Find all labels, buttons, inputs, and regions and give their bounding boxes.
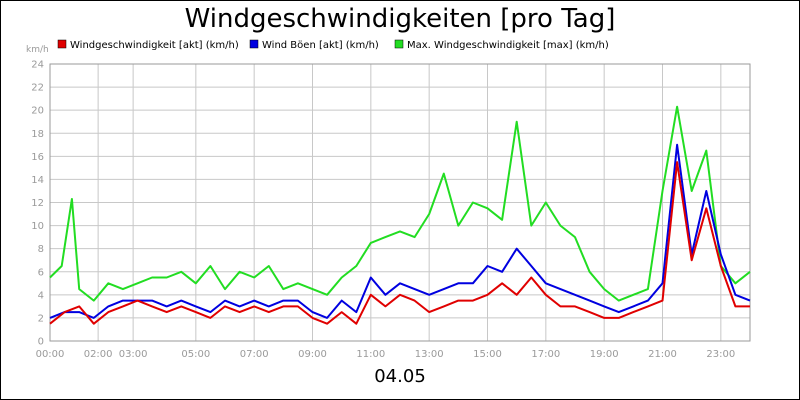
y-axis-unit: km/h (26, 45, 49, 55)
x-tick-label: 17:00 (531, 349, 560, 360)
plot-area-border (49, 63, 751, 342)
series-line-1 (49, 143, 751, 319)
legend-label: Wind Böen [akt] (km/h) (262, 40, 379, 51)
x-tick-label: 07:00 (240, 349, 269, 360)
date-label: 04.05 (374, 366, 426, 387)
y-tick-label: 22 (31, 83, 44, 94)
x-tick-label: 23:00 (706, 349, 735, 360)
legend-swatch (249, 39, 259, 49)
legend-swatch (394, 39, 404, 49)
y-tick-label: 20 (31, 106, 44, 117)
x-tick-label: 19:00 (590, 349, 619, 360)
legend-label: Max. Windgeschwindigkeit [max] (km/h) (407, 40, 609, 51)
x-tick-label: 13:00 (415, 349, 444, 360)
x-tick-label: 02:00 (84, 349, 113, 360)
x-tick-label: 09:00 (298, 349, 327, 360)
y-tick-label: 16 (31, 152, 44, 163)
y-tick-label: 6 (38, 267, 44, 278)
y-tick-label: 2 (38, 313, 44, 324)
y-tick-label: 4 (38, 290, 44, 301)
chart-title: Windgeschwindigkeiten [pro Tag] (184, 4, 616, 34)
y-tick-label: 8 (38, 244, 44, 255)
series-line-0 (49, 161, 750, 325)
y-tick-label: 14 (31, 175, 44, 186)
y-tick-label: 10 (31, 221, 44, 232)
legend-swatch (57, 39, 67, 49)
y-tick-label: 0 (38, 337, 44, 348)
series-line-2 (49, 105, 751, 302)
legend: Windgeschwindigkeit [akt] (km/h) Wind Böe… (57, 39, 609, 51)
x-tick-label: 03:00 (119, 349, 148, 360)
x-tick-label: 15:00 (473, 349, 502, 360)
legend-label: Windgeschwindigkeit [akt] (km/h) (70, 40, 239, 51)
y-tick-label: 18 (31, 129, 44, 140)
series-lines (49, 105, 751, 325)
x-tick-label: 00:00 (36, 349, 65, 360)
y-tick-label: 24 (31, 60, 44, 71)
x-axis-ticks: 00:00 02:00 03:00 05:00 07:00 09:00 11:00 13:00… (36, 349, 736, 360)
y-tick-label: 12 (31, 198, 44, 209)
grid (49, 63, 751, 342)
x-tick-label: 05:00 (181, 349, 210, 360)
x-tick-label: 11:00 (356, 349, 385, 360)
x-tick-label: 21:00 (648, 349, 677, 360)
